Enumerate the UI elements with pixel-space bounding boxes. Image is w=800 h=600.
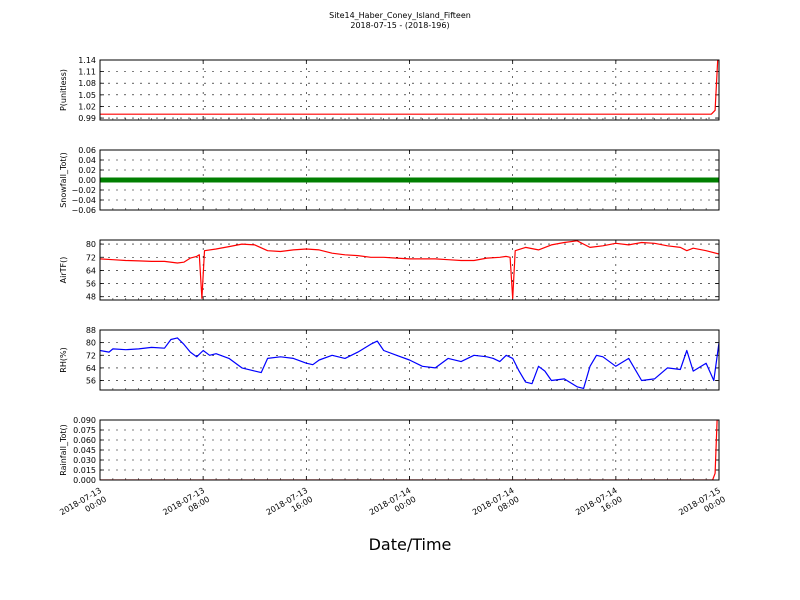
panels: 0.99 1.02 1.05 1.08 1.11 1.14 P(unitless) −0.06… (59, 56, 720, 485)
y-tick-label: 64 (86, 266, 96, 275)
y-tick-label: −0.06 (71, 206, 96, 215)
y-tick-label: 0.04 (78, 156, 96, 165)
y-tick-label: −0.02 (71, 186, 96, 195)
y-tick-label: 72 (86, 351, 96, 360)
y-axis-label: Snowfall_Tot() (59, 152, 68, 208)
series-line (100, 337, 719, 389)
y-axis-label: AirTF() (59, 257, 68, 284)
y-tick-label: 1.08 (78, 79, 96, 88)
panel-frame (99, 329, 720, 391)
y-tick-label: 0.015 (73, 466, 96, 475)
y-axis-label: Rainfall_Tot() (59, 424, 68, 476)
y-tick-label: 0.075 (73, 426, 96, 435)
series-line (100, 60, 719, 115)
y-tick-label: 1.14 (78, 56, 96, 65)
y-tick-label: −0.04 (71, 196, 96, 205)
y-tick-label: 80 (86, 240, 96, 249)
y-tick-label: 0.030 (73, 456, 96, 465)
y-tick-label: 0.000 (73, 476, 96, 485)
y-tick-label: 0.060 (73, 436, 96, 445)
y-axis-label: RH(%) (59, 347, 68, 372)
y-tick-label: 56 (86, 280, 96, 289)
panel-frame (99, 239, 720, 301)
series-line (100, 240, 719, 299)
y-axis-label: P(unitless) (59, 69, 68, 111)
y-tick-label: 0.06 (78, 146, 96, 155)
y-tick-label: 64 (86, 364, 96, 373)
y-tick-label: 48 (86, 293, 96, 302)
panel-4: 56 64 72 80 88 RH(%) (59, 326, 720, 391)
x-tick-label: 2018-07-1416:00 (574, 486, 624, 526)
x-axis-label: Date/Time (369, 535, 452, 554)
y-tick-label: 0.090 (73, 416, 96, 425)
y-tick-label: 1.11 (78, 68, 96, 77)
x-axis-tick-labels: 2018-07-1300:00 2018-07-1308:00 2018-07-13… (58, 486, 727, 526)
x-tick-label: 2018-07-1408:00 (471, 486, 521, 526)
y-tick-label: 56 (86, 377, 96, 386)
series-line (100, 420, 719, 480)
y-tick-label: 0.045 (73, 446, 96, 455)
y-tick-label: 72 (86, 253, 96, 262)
panel-3: 48 56 64 72 80 AirTF() (59, 239, 720, 302)
y-tick-label: 1.05 (78, 91, 96, 100)
x-tick-label: 2018-07-1500:00 (677, 486, 727, 526)
chart-subtitle: 2018-07-15 - (2018-196) (350, 21, 449, 30)
y-tick-label: 0.00 (78, 176, 96, 185)
y-tick-label: 80 (86, 339, 96, 348)
x-tick-label: 2018-07-1308:00 (161, 486, 211, 526)
panel-frame (99, 59, 720, 121)
y-tick-label: 88 (86, 326, 96, 335)
x-tick-label: 2018-07-1300:00 (58, 486, 108, 526)
panel-frame (99, 149, 720, 211)
x-tick-label: 2018-07-1400:00 (368, 486, 418, 526)
panel-frame (99, 419, 720, 481)
panel-1: 0.99 1.02 1.05 1.08 1.11 1.14 P(unitless) (59, 56, 720, 123)
panel-2: −0.06−0.04−0.020.000.020.040.06 Snowfall_… (59, 146, 720, 215)
chart-title: Site14_Haber_Coney_Island_Fifteen (329, 11, 471, 20)
x-tick-label: 2018-07-1316:00 (265, 486, 315, 526)
y-tick-label: 1.02 (78, 102, 96, 111)
y-tick-label: 0.99 (78, 114, 96, 123)
y-tick-label: 0.02 (78, 166, 96, 175)
